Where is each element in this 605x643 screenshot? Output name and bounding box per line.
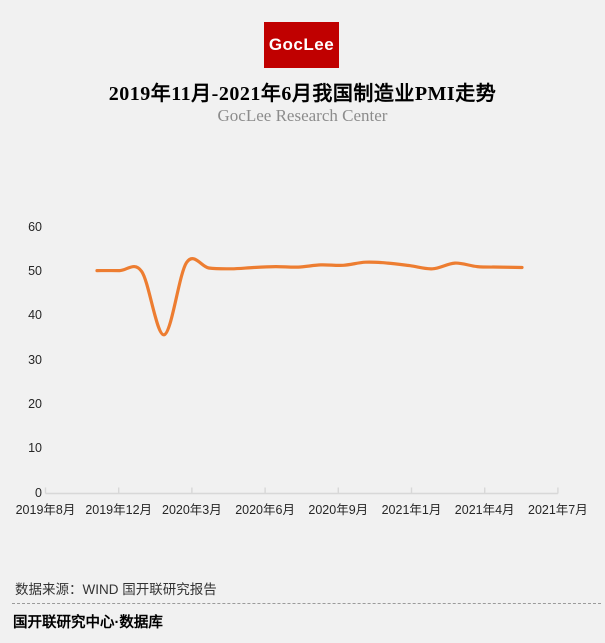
- goclee-logo: GocLee: [264, 22, 339, 68]
- x-axis-tick-label: 2019年8月: [15, 503, 76, 517]
- x-axis-tick-label: 2020年3月: [162, 503, 222, 517]
- x-axis-tick-label: 2021年7月: [528, 503, 588, 517]
- y-axis-tick-label: 40: [28, 308, 42, 323]
- y-axis-tick-label: 20: [28, 396, 42, 411]
- x-axis-tick-label: 2020年6月: [235, 503, 295, 517]
- goclee-logo-text: GocLee: [268, 35, 335, 54]
- y-axis-tick-label: 50: [28, 264, 42, 278]
- x-axis-line: [44, 487, 559, 495]
- footer-divider: [12, 603, 601, 604]
- y-axis-tick-label: 60: [28, 219, 42, 234]
- x-axis-tick-label: 2021年1月: [381, 503, 442, 517]
- y-axis-tick-label: 0: [35, 485, 42, 500]
- pmi-series-line: [95, 257, 524, 337]
- chart-title: 2019年11月-2021年6月我国制造业PMI走势: [108, 83, 497, 105]
- x-axis-tick-label: 2020年9月: [308, 503, 369, 517]
- x-axis-tick-label: 2019年12月: [85, 503, 153, 517]
- footer-brand: 国开联研究中心·数据库: [13, 615, 163, 631]
- x-axis-tick-label: 2021年4月: [454, 503, 515, 517]
- chart-subtitle: GocLee Research Center: [217, 106, 388, 125]
- y-axis-tick-label: 10: [28, 441, 42, 456]
- y-axis-tick-label: 30: [28, 352, 42, 367]
- data-source-note: 数据来源：WIND 国开联研究报告: [15, 582, 217, 597]
